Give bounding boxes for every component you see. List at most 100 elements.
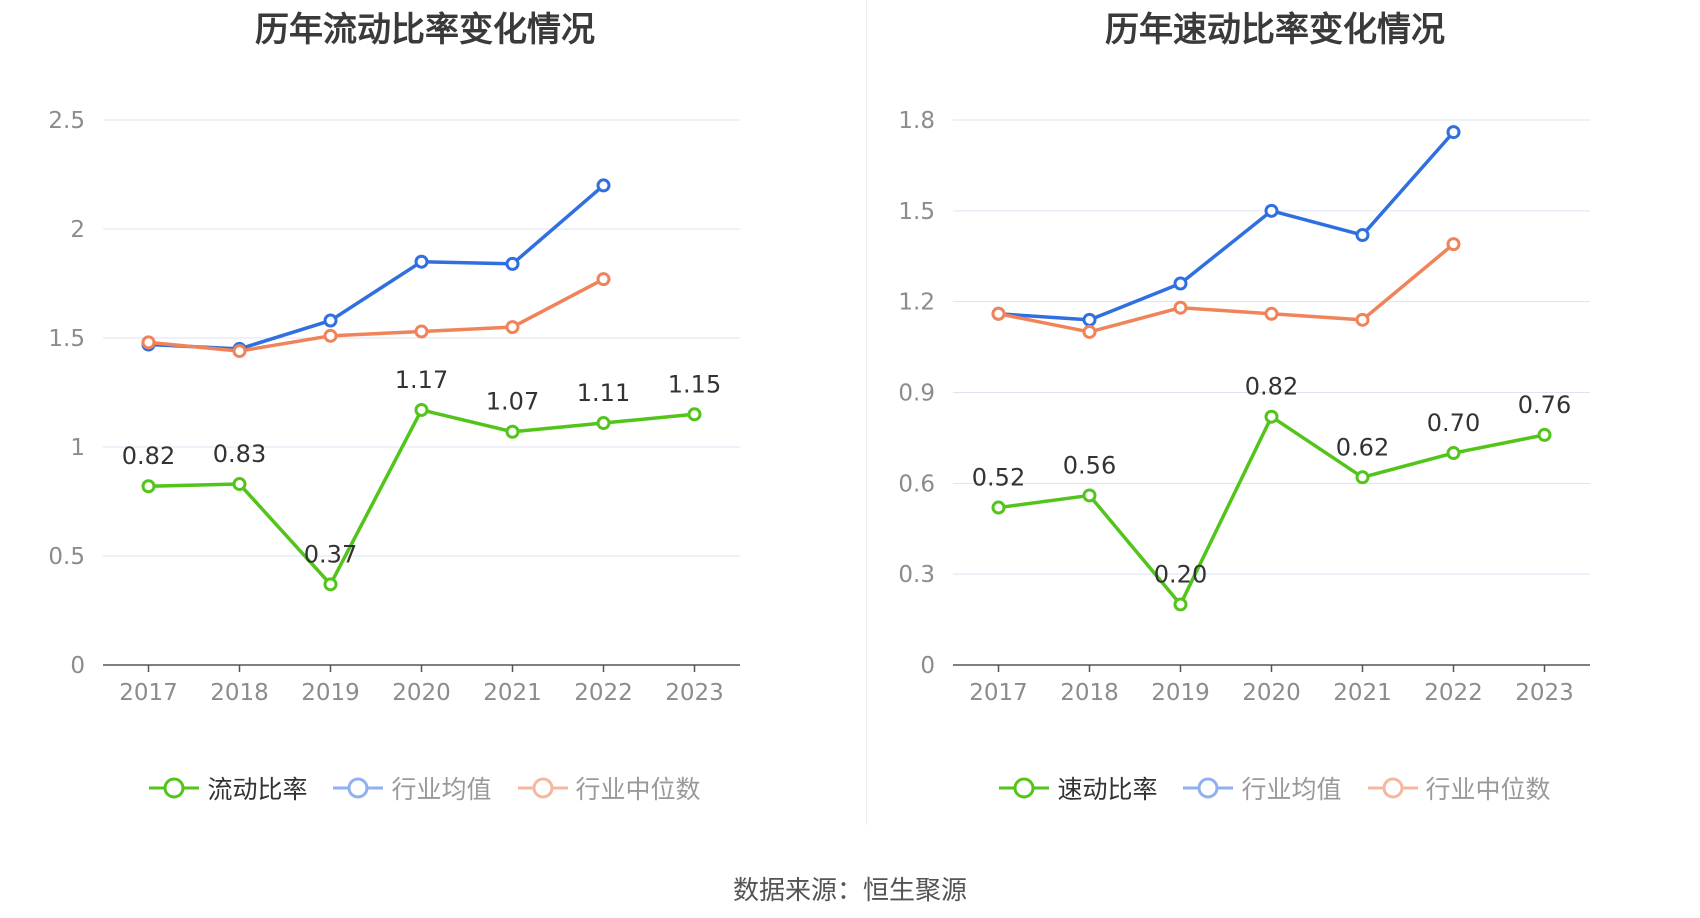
x-tick-label: 2018: [210, 680, 269, 706]
data-point-median: [991, 306, 1006, 321]
y-tick-label: 1.5: [898, 199, 935, 225]
legend-label: 行业中位数: [575, 775, 701, 804]
data-point-median: [1446, 237, 1461, 252]
y-tick-label: 1.2: [898, 290, 935, 316]
data-point-primary: [1446, 446, 1461, 461]
data-label: 1.15: [668, 370, 721, 398]
series-line-median: [998, 242, 1455, 334]
data-label: 0.82: [122, 442, 175, 470]
x-tick-label: 2019: [1151, 680, 1210, 706]
x-tick-label: 2023: [1515, 680, 1574, 706]
data-point-median: [414, 324, 429, 339]
data-point-average: [596, 178, 611, 193]
x-tick-label: 2023: [665, 680, 724, 706]
data-point-average: [505, 256, 520, 271]
legend-label: 行业均值: [391, 775, 492, 804]
legend-label: 行业中位数: [1425, 775, 1551, 804]
data-label: 0.70: [1427, 409, 1480, 437]
data-point-primary: [1264, 409, 1279, 424]
x-tick-label: 2022: [1424, 680, 1483, 706]
data-point-average: [1446, 125, 1461, 140]
series-line-average: [148, 184, 605, 351]
y-tick-label: 0: [920, 653, 935, 679]
quick-ratio-panel: 历年速动比率变化情况 0 0.3 0.6 0.9 1.2 1.5 1.8 2017 2018 20…: [850, 0, 1700, 820]
data-point-primary: [323, 577, 338, 592]
current-ratio-panel: 历年流动比率变化情况 0 0.5 1 1.5 2 2.5 2017 2018 2019 2020 2…: [0, 0, 850, 820]
data-label: 0.62: [1336, 433, 1389, 461]
data-point-primary: [1082, 488, 1097, 503]
data-point-median: [1082, 324, 1097, 339]
data-point-median: [1355, 312, 1370, 327]
data-label: 1.17: [395, 366, 448, 394]
data-point-primary: [505, 424, 520, 439]
y-tick-label: 0.9: [898, 381, 935, 407]
data-label: 1.07: [486, 388, 539, 416]
series-line-primary: [148, 408, 695, 587]
legend-marker-icon: [149, 777, 200, 799]
data-point-average: [414, 254, 429, 269]
legend-item-median[interactable]: 行业中位数: [517, 770, 701, 806]
legend-item-average[interactable]: 行业均值: [333, 770, 492, 806]
data-label: 0.20: [1154, 560, 1207, 588]
data-point-median: [141, 335, 156, 350]
y-tick-label: 1: [70, 435, 85, 461]
x-tick-label: 2017: [119, 680, 178, 706]
data-point-primary: [687, 407, 702, 422]
chart-title: 历年流动比率变化情况: [255, 10, 595, 50]
quick-ratio-chart: 0 0.3 0.6 0.9 1.2 1.5 1.8 2017 2018 2019 2020 2021 2…: [898, 108, 1590, 706]
panel-divider: [866, 0, 867, 825]
x-tick-label: 2021: [1333, 680, 1392, 706]
y-tick-label: 2.5: [48, 108, 85, 134]
x-tick-label: 2020: [392, 680, 451, 706]
data-point-median: [505, 320, 520, 335]
legend: 流动比率 行业均值 行业中位数: [0, 770, 850, 806]
data-point-average: [1082, 312, 1097, 327]
series-line-median: [148, 277, 605, 353]
y-tick-label: 0.3: [898, 562, 935, 588]
y-tick-label: 2: [70, 217, 85, 243]
data-label: 0.56: [1063, 451, 1116, 479]
legend-marker-icon: [999, 777, 1050, 799]
data-point-median: [1264, 306, 1279, 321]
legend-item-primary[interactable]: 速动比率: [999, 770, 1157, 806]
data-label: 0.82: [1245, 373, 1298, 401]
y-tick-label: 1.8: [898, 108, 935, 134]
data-label: 0.76: [1518, 391, 1571, 419]
data-point-primary: [1173, 597, 1188, 612]
data-point-primary: [991, 500, 1006, 515]
data-point-primary: [141, 479, 156, 494]
x-tick-label: 2021: [483, 680, 542, 706]
x-tick-label: 2019: [301, 680, 360, 706]
y-tick-label: 1.5: [48, 326, 85, 352]
y-tick-label: 0: [70, 653, 85, 679]
legend-marker-icon: [517, 777, 568, 799]
legend-marker-icon: [1367, 777, 1418, 799]
legend-item-average[interactable]: 行业均值: [1183, 770, 1342, 806]
data-point-primary: [1537, 427, 1552, 442]
data-label: 0.37: [304, 540, 357, 568]
chart-title: 历年速动比率变化情况: [1105, 10, 1445, 50]
data-point-median: [1173, 300, 1188, 315]
x-tick-label: 2022: [574, 680, 633, 706]
legend-marker-icon: [1183, 777, 1234, 799]
x-tick-label: 2018: [1060, 680, 1119, 706]
data-source-note: 数据来源：恒生聚源: [732, 876, 967, 906]
legend-marker-icon: [333, 777, 384, 799]
data-label: 0.52: [972, 464, 1025, 492]
data-point-median: [596, 272, 611, 287]
data-point-average: [1173, 276, 1188, 291]
data-point-primary: [596, 416, 611, 431]
data-label: 1.11: [577, 379, 630, 407]
data-point-average: [1264, 203, 1279, 218]
x-tick-label: 2017: [969, 680, 1028, 706]
data-point-average: [1355, 228, 1370, 243]
current-ratio-chart: 0 0.5 1 1.5 2 2.5 2017 2018 2019 2020 2021 2022 2023…: [48, 108, 740, 706]
legend-label: 行业均值: [1241, 775, 1342, 804]
data-point-average: [323, 313, 338, 328]
legend-item-primary[interactable]: 流动比率: [149, 770, 307, 806]
series-line-average: [998, 130, 1455, 322]
legend-label: 流动比率: [207, 775, 308, 804]
data-point-primary: [1355, 470, 1370, 485]
data-label: 0.83: [213, 440, 266, 468]
legend-item-median[interactable]: 行业中位数: [1367, 770, 1551, 806]
